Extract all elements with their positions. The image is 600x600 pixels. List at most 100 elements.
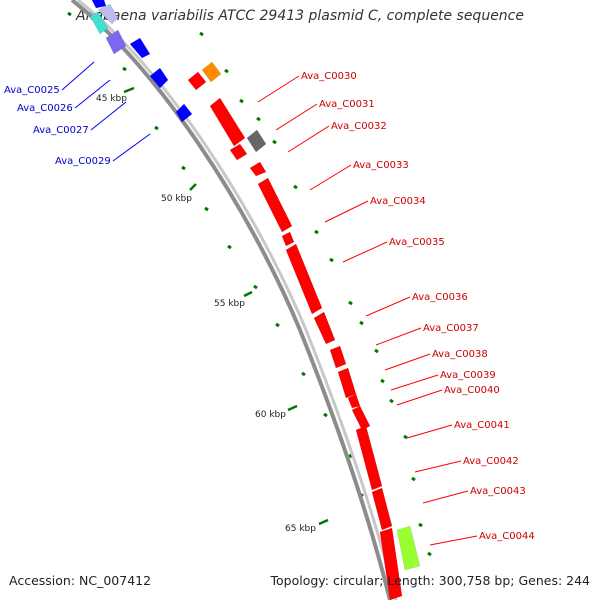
major-tick [123, 86, 135, 94]
tick-mark [275, 322, 280, 328]
tick-mark [348, 300, 353, 306]
tick-mark [256, 116, 261, 122]
topology-label: Topology: circular; Length: 300,758 bp; … [270, 573, 591, 588]
tick-mark [348, 453, 353, 459]
scale-label: 55 kbp [214, 299, 245, 309]
tick-mark [374, 348, 379, 354]
tick-mark [301, 371, 306, 377]
gene-feature [129, 37, 151, 59]
gene-label-ava_c0036: Ava_C0036 [412, 292, 468, 303]
callout-line [342, 241, 388, 263]
callout-line [112, 133, 151, 162]
gene-label-ava_c0037: Ava_C0037 [423, 323, 479, 334]
label-callouts: Ava_C0025 Ava_C0026 Ava_C0027 Ava_C0029 Ava_… [4, 61, 535, 546]
tick-mark [239, 98, 244, 104]
tick-mark [293, 184, 298, 190]
scale-label: 50 kbp [161, 194, 192, 204]
tick-mark [199, 31, 204, 37]
callout-line [365, 296, 411, 317]
gene-feature [396, 525, 421, 571]
callout-line [90, 101, 127, 131]
tick-mark [204, 206, 209, 212]
tick-mark [122, 66, 127, 72]
tick-mark [403, 434, 408, 440]
scale-label: 45 kbp [96, 94, 127, 104]
gene-label-ava_c0027: Ava_C0027 [33, 125, 89, 136]
gene-feature [257, 177, 293, 233]
gene-label-ava_c0034: Ava_C0034 [370, 196, 426, 207]
gene-label-ava_c0035: Ava_C0035 [389, 237, 445, 248]
gene-label-ava_c0030: Ava_C0030 [301, 71, 357, 82]
gene-feature [97, 3, 119, 25]
tick-mark [359, 320, 364, 326]
callout-line [324, 200, 369, 223]
gene-feature [249, 161, 267, 177]
gene-label-ava_c0032: Ava_C0032 [331, 121, 387, 132]
gene-feature [281, 231, 295, 247]
tick-mark [224, 68, 229, 74]
gene-label-ava_c0026: Ava_C0026 [17, 103, 73, 114]
callout-line [384, 353, 431, 371]
tick-marks [67, 11, 432, 557]
gene-label-ava_c0029: Ava_C0029 [55, 156, 111, 167]
callout-line [390, 374, 439, 391]
gene-feature [149, 67, 169, 89]
gene-feature [371, 487, 393, 531]
gene-feature [187, 71, 207, 91]
gene-feature [229, 143, 248, 161]
gene-label-ava_c0044: Ava_C0044 [479, 531, 535, 542]
gene-label-ava_c0041: Ava_C0041 [454, 420, 510, 431]
callout-line [61, 61, 95, 91]
callout-line [414, 460, 462, 473]
gene-label-ava_c0043: Ava_C0043 [470, 486, 526, 497]
callout-line [396, 389, 443, 406]
tick-mark [314, 229, 319, 235]
tick-mark [227, 244, 232, 250]
gene-feature [246, 129, 267, 153]
backbone-outer [70, 0, 392, 600]
accession-label: Accession: NC_007412 [9, 573, 152, 588]
gene-label-ava_c0040: Ava_C0040 [444, 385, 500, 396]
gene-feature [355, 425, 383, 491]
gene-feature [105, 29, 127, 55]
major-tick [189, 183, 197, 191]
callout-line [275, 103, 318, 131]
map-title: Anabaena variabilis ATCC 29413 plasmid C… [76, 8, 524, 24]
gene-feature [337, 367, 357, 399]
major-tick [243, 290, 253, 298]
scale-label: 65 kbp [285, 524, 316, 534]
tick-mark [380, 378, 385, 384]
callout-line [406, 424, 453, 439]
gene-feature [351, 405, 371, 431]
tick-mark [329, 257, 334, 263]
gene-label-ava_c0025: Ava_C0025 [4, 85, 60, 96]
gene-feature [209, 97, 246, 147]
major-tick [318, 518, 329, 526]
scale-label: 60 kbp [255, 410, 286, 420]
gene-feature [329, 345, 347, 369]
callout-line [74, 79, 111, 109]
callout-line [287, 125, 330, 153]
callout-line [422, 490, 469, 504]
callout-line [309, 164, 352, 191]
callout-line [429, 535, 478, 546]
tick-mark [181, 165, 186, 171]
gene-label-ava_c0042: Ava_C0042 [463, 456, 519, 467]
tick-mark [154, 125, 159, 131]
gene-feature [89, 11, 109, 35]
tick-mark [427, 551, 432, 557]
tick-mark [418, 522, 423, 528]
gene-feature [201, 61, 222, 83]
gene-feature [313, 311, 336, 345]
tick-mark [272, 139, 277, 145]
gene-label-ava_c0038: Ava_C0038 [432, 349, 488, 360]
gene-label-ava_c0031: Ava_C0031 [319, 99, 375, 110]
gene-feature [175, 103, 193, 123]
gene-feature [285, 243, 323, 315]
tick-mark [389, 398, 394, 404]
gene-label-ava_c0033: Ava_C0033 [353, 160, 409, 171]
tick-mark [67, 11, 72, 17]
callout-line [257, 75, 300, 103]
gene-feature [379, 527, 403, 600]
